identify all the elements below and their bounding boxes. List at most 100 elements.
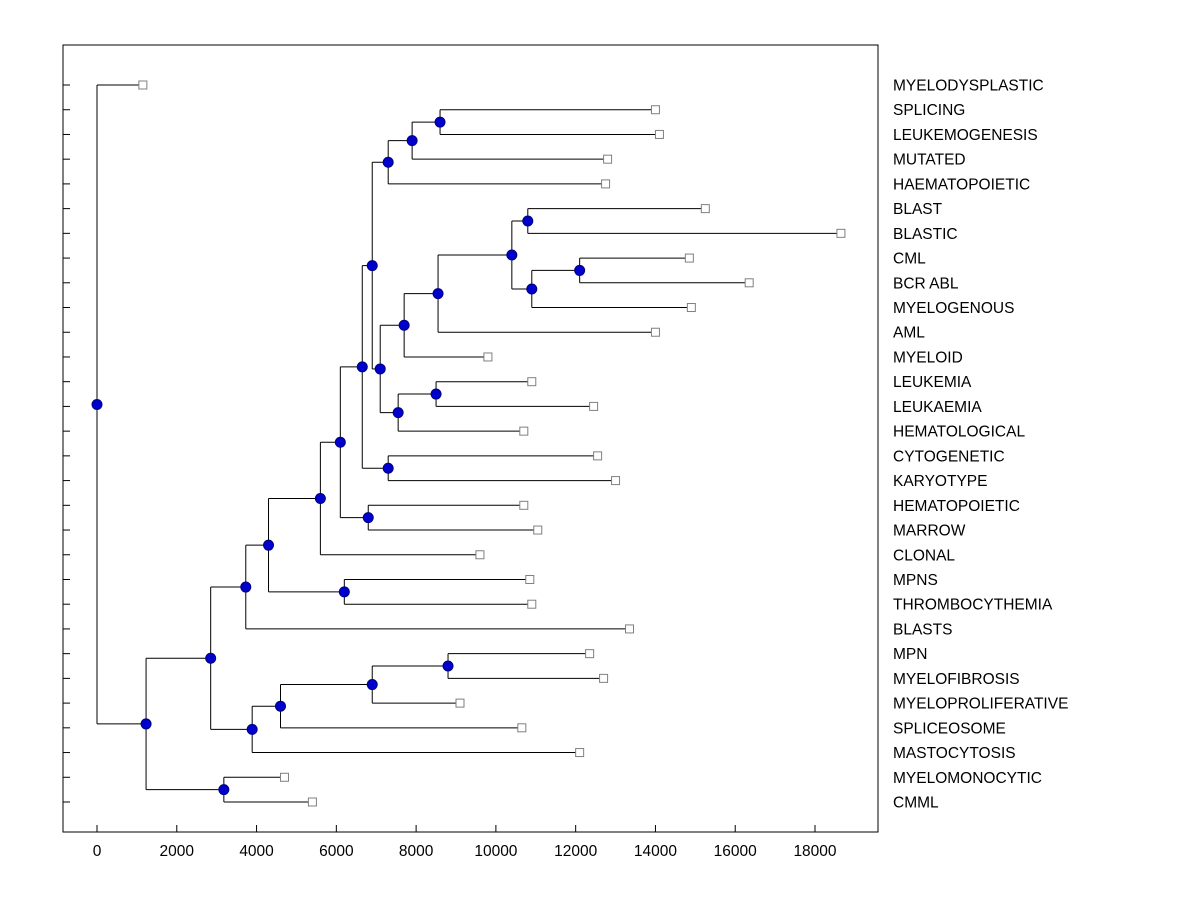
cluster-node — [91, 398, 103, 410]
leaf-marker — [517, 723, 527, 733]
cluster-node — [434, 116, 446, 128]
cluster-node — [392, 407, 404, 419]
leaf-marker — [138, 80, 148, 90]
leaf-label: HEMATOLOGICAL — [893, 424, 1025, 441]
leaf-marker — [603, 154, 613, 164]
leaf-label: LEUKEMOGENESIS — [893, 127, 1038, 144]
leaf-label: MPN — [893, 646, 927, 663]
leaf-marker — [684, 253, 694, 263]
leaf-label: MYELOID — [893, 349, 963, 366]
leaf-marker — [654, 129, 664, 139]
leaf-marker — [650, 105, 660, 115]
leaf-marker — [307, 797, 317, 807]
cluster-node — [442, 660, 454, 672]
leaf-marker — [483, 352, 493, 362]
x-tick-label: 4000 — [239, 843, 274, 860]
leaf-label: MUTATED — [893, 152, 966, 169]
x-tick-label: 10000 — [474, 843, 517, 860]
branch-lines — [62, 44, 879, 833]
leaf-label: CLONAL — [893, 547, 955, 564]
cluster-node — [140, 718, 152, 730]
cluster-node — [382, 462, 394, 474]
cluster-node — [526, 283, 538, 295]
leaf-label: SPLICING — [893, 102, 965, 119]
cluster-node — [246, 723, 258, 735]
leaf-marker — [625, 624, 635, 634]
leaf-label: HAEMATOPOIETIC — [893, 176, 1030, 193]
leaf-marker — [593, 451, 603, 461]
leaf-label: MASTOCYTOSIS — [893, 745, 1016, 762]
leaf-marker — [519, 500, 529, 510]
leaf-label: MYELOFIBROSIS — [893, 671, 1020, 688]
leaf-marker — [279, 772, 289, 782]
x-tick-label: 14000 — [634, 843, 677, 860]
leaf-label: BLASTIC — [893, 226, 958, 243]
cluster-node — [366, 679, 378, 691]
cluster-node — [362, 512, 374, 524]
leaf-marker — [836, 228, 846, 238]
plot-box — [62, 44, 879, 833]
cluster-node — [366, 260, 378, 272]
leaf-marker — [575, 748, 585, 758]
leaf-label: SPLICEOSOME — [893, 720, 1006, 737]
cluster-node — [218, 784, 230, 796]
x-tick-label: 12000 — [554, 843, 597, 860]
leaf-label: BLAST — [893, 201, 943, 218]
cluster-node — [432, 288, 444, 300]
leaf-label: MPNS — [893, 572, 938, 589]
leaf-label: LEUKAEMIA — [893, 399, 982, 416]
cluster-node — [374, 363, 386, 375]
leaf-marker — [455, 698, 465, 708]
x-tick-label: 8000 — [399, 843, 434, 860]
cluster-node — [240, 581, 252, 593]
cluster-node — [356, 361, 368, 373]
leaf-label: LEUKEMIA — [893, 374, 972, 391]
leaf-marker — [599, 673, 609, 683]
leaf-label: BCR ABL — [893, 275, 959, 292]
leaf-marker — [585, 649, 595, 659]
leaf-marker — [519, 426, 529, 436]
cluster-node — [334, 436, 346, 448]
cluster-node — [205, 652, 217, 664]
x-tick-label: 6000 — [319, 843, 354, 860]
node-markers — [91, 80, 846, 807]
leaf-label: CMML — [893, 795, 939, 812]
leaf-label: MYELODYSPLASTIC — [893, 78, 1044, 95]
leaf-label: BLASTS — [893, 621, 952, 638]
x-tick-label: 16000 — [714, 843, 757, 860]
leaf-marker — [650, 327, 660, 337]
leaf-label: MARROW — [893, 523, 966, 540]
leaf-marker — [527, 599, 537, 609]
cluster-node — [314, 493, 326, 505]
cluster-node — [263, 539, 275, 551]
x-tick-label: 18000 — [793, 843, 836, 860]
leaf-label: CYTOGENETIC — [893, 448, 1005, 465]
leaf-marker — [533, 525, 543, 535]
cluster-node — [506, 249, 518, 261]
cluster-node — [338, 586, 350, 598]
leaf-marker — [589, 401, 599, 411]
cluster-node — [430, 388, 442, 400]
leaf-label: HEMATOPOIETIC — [893, 498, 1020, 515]
cluster-node — [398, 319, 410, 331]
leaf-marker — [700, 204, 710, 214]
leaf-marker — [686, 303, 696, 313]
cluster-node — [382, 156, 394, 168]
leaf-marker — [475, 550, 485, 560]
leaf-label: MYELOGENOUS — [893, 300, 1014, 317]
cluster-node — [522, 215, 534, 227]
leaf-label: THROMBOCYTHEMIA — [893, 597, 1053, 614]
leaf-marker — [744, 278, 754, 288]
leaf-label: MYELOPROLIFERATIVE — [893, 696, 1068, 713]
leaf-label: MYELOMONOCYTIC — [893, 770, 1042, 787]
leaf-label: KARYOTYPE — [893, 473, 987, 490]
leaf-marker — [527, 377, 537, 387]
leaf-label: CML — [893, 251, 926, 268]
chart-text: 0 2000 4000 6000 8000 10000 12000 14000 16000 180… — [93, 78, 1069, 861]
cluster-node — [574, 264, 586, 276]
leaf-marker — [611, 476, 621, 486]
cluster-node — [406, 135, 418, 147]
x-tick-label: 0 — [93, 843, 102, 860]
leaf-marker — [601, 179, 611, 189]
